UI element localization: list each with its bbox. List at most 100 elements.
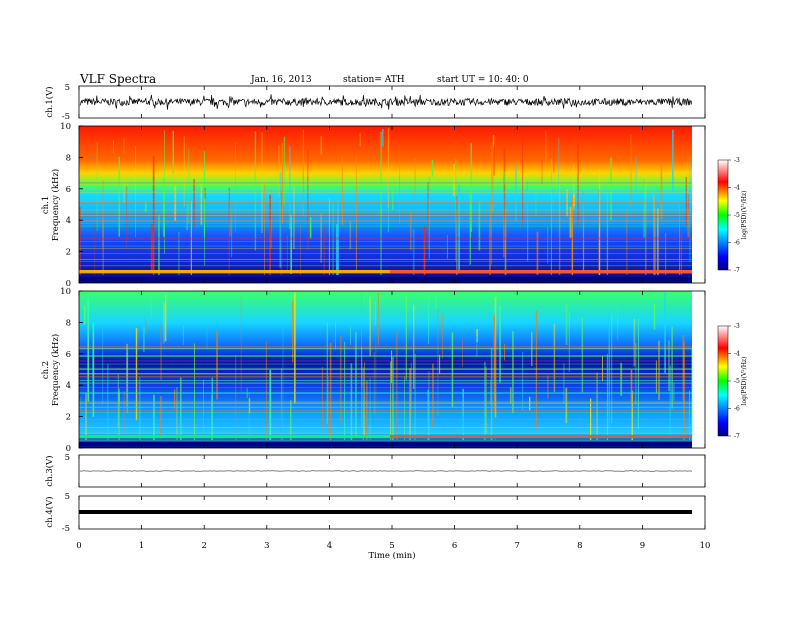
start-time-label: start UT = 10: 40: 0 [437,75,529,85]
ch4-waveform-band [79,510,692,514]
ch1-line [79,191,692,192]
ch4-wave-ytick-top: 5 [65,492,70,502]
ch2-streak [452,332,454,407]
ch1-streak [103,217,104,248]
ch2-line [79,387,692,388]
ch2-streak [124,391,125,433]
ch2-streak [391,351,392,383]
ch2-streak [375,302,376,327]
ch2-ytick-label: 4 [66,381,71,391]
ch1-streak [173,131,174,174]
ch1-streak [184,136,185,206]
ch2-streak [609,312,610,429]
ch2-colorbar-tick-label: -7 [734,433,740,440]
ch2-streak [145,320,146,334]
ch1-streak [342,157,343,225]
ch2-streak [80,397,81,411]
ch1-base [79,277,692,281]
ch2-line [79,407,692,408]
ch2-streak [410,368,411,440]
ch2-line [79,433,692,434]
ch1-streak [269,195,271,275]
ch1-streak [626,211,627,275]
ch1-colorbar-tick-label: -3 [734,157,740,164]
ch1-line [79,226,692,227]
ch1-line [79,253,692,254]
ch2-line [79,402,692,403]
ch2-band [390,435,692,438]
ch1-ytick-label: 6 [66,185,71,195]
ch1-streak [570,207,572,238]
ch1-line [79,223,692,224]
ch2-line [79,413,692,414]
ch2-line [79,377,692,378]
ch1-streak [583,191,584,273]
x-tick-label: 0 [76,541,81,551]
ch2-streak [249,398,250,413]
ch1-streak [654,195,656,275]
ch2-streak [631,370,633,404]
ch1-line [79,202,692,203]
ch2-line [79,380,692,381]
ch1-streak [303,130,304,217]
ch1-line [79,200,692,201]
ch1-streak [278,145,279,197]
ch1-streak [679,203,680,275]
ch2-streak [494,316,495,412]
ch2-streak [432,364,433,428]
ch2-streak [335,322,336,350]
ch2-ytick-label: 2 [66,413,71,423]
ch1-line [79,184,692,185]
ch1-streak [504,172,505,184]
ch2-streak [216,331,217,400]
ch2-streak [499,306,501,383]
ch2-streak [350,326,351,345]
ch1-streak [164,130,165,253]
ch2-streak [659,341,660,401]
ch1-ytick-label: 10 [60,122,71,132]
ch1-streak [681,229,682,275]
x-tick-label: 8 [577,541,582,551]
ch2-ytick-label: 6 [66,350,71,360]
ch1-streak [336,224,338,275]
ch1-streak [415,158,416,197]
ch2-streak [569,312,570,372]
ch1-colorbar: -3-4-5-6-7 log(PSD)(V²/Hz) [718,157,748,274]
ch1-line [79,273,692,274]
ch1-streak [432,160,434,177]
ch2-streak [620,363,622,396]
ch2-streak [370,297,371,356]
ch1-streak [527,181,528,261]
ch1-streak [503,178,504,257]
ch2-line [79,368,692,369]
ch2-streak [281,369,282,440]
ch1-waveform-panel: ch.1(V) 5 -5 [44,83,705,122]
ch1-streak [235,142,236,232]
ch2-base [79,442,692,446]
ch2-streak [654,304,655,330]
ch2-streak [194,344,195,441]
ch2-line [79,410,692,411]
ch2-streak [491,348,493,440]
ch1-streak [471,228,472,239]
ch1-line [79,261,692,262]
ch1-streak [553,138,554,173]
ch1-streak [672,130,674,197]
ch2-colorbar-tick-label: -5 [734,378,740,385]
date-label: Jan. 16, 2013 [250,75,312,85]
ch1-streak [229,200,231,236]
ch1-line [79,266,692,267]
ch2-streak [438,309,439,416]
ch1-colorbar-label: log(PSD)(V²/Hz) [741,191,748,240]
ch2-streak [670,366,671,437]
ch1-band [390,270,692,273]
ch3-wave-ytick-top: 5 [65,453,70,463]
ch2-line [79,403,692,404]
ch1-colorbar-tick-label: -7 [734,267,740,274]
ch2-streak [163,303,164,344]
ch2-streak [118,375,119,429]
ch1-streak [546,130,547,175]
ch1-streak [643,179,644,238]
